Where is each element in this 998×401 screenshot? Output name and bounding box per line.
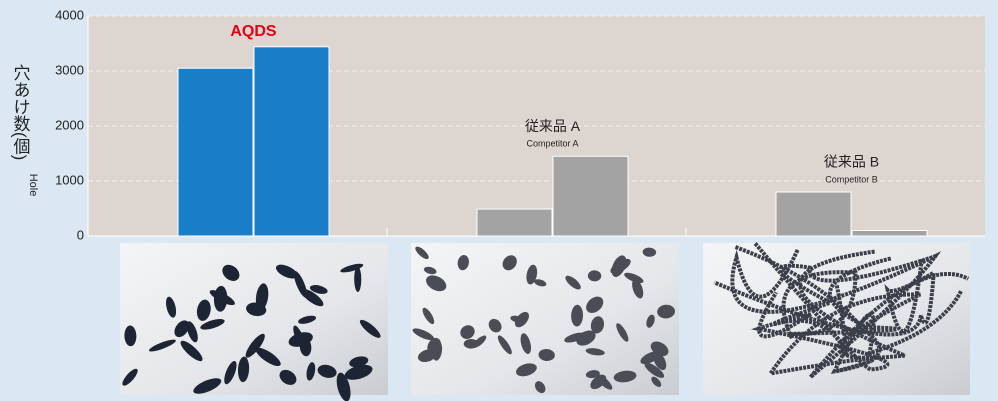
chip <box>488 318 502 333</box>
category-sublabel: Competitor B <box>825 174 878 184</box>
chip <box>585 348 605 356</box>
chip <box>174 320 190 338</box>
chip <box>463 338 479 349</box>
bar <box>552 155 629 237</box>
chip <box>510 315 524 323</box>
chip <box>245 333 265 358</box>
y-tick-label: 3000 <box>55 62 84 77</box>
chip <box>564 332 586 343</box>
chip <box>415 246 429 260</box>
chip-string <box>734 245 964 374</box>
y-axis-label: 穴あけ数(個) <box>11 64 31 160</box>
chip <box>520 333 532 354</box>
chip <box>148 339 176 352</box>
photo <box>411 243 679 395</box>
bar <box>775 191 852 237</box>
chip <box>624 272 644 284</box>
y-tick-label: 1000 <box>55 172 84 187</box>
chip <box>632 279 644 299</box>
chip <box>200 319 225 330</box>
chip-string <box>713 259 936 337</box>
chip <box>344 364 373 380</box>
chip <box>255 347 281 367</box>
chip <box>412 328 435 341</box>
chip <box>186 321 198 343</box>
chip-string <box>757 253 938 339</box>
chip <box>586 296 604 313</box>
chip <box>534 279 547 287</box>
chip <box>422 307 435 325</box>
chip <box>616 323 629 342</box>
chip <box>196 299 211 321</box>
y-tick-label: 0 <box>77 227 84 242</box>
chip <box>515 363 537 377</box>
chip <box>309 285 328 294</box>
chip <box>279 369 297 385</box>
chip <box>317 364 337 378</box>
chip <box>222 264 240 281</box>
chip <box>224 361 237 385</box>
chip <box>213 285 228 312</box>
chip <box>610 258 631 274</box>
chip <box>423 266 437 275</box>
chip <box>657 304 675 319</box>
chip <box>340 263 364 273</box>
chip <box>497 335 512 355</box>
category-label: 従来品 A <box>525 118 581 134</box>
category-label: AQDS <box>230 23 277 40</box>
chip <box>457 255 469 271</box>
y-axis-label-en: Hole <box>27 174 39 197</box>
category-label: 従来品 B <box>824 154 879 170</box>
chip <box>432 341 443 361</box>
chip <box>526 264 538 285</box>
chip <box>193 378 222 394</box>
photos <box>120 242 970 401</box>
chip <box>642 247 657 257</box>
chip <box>180 340 203 362</box>
chip-string <box>766 249 922 377</box>
chip <box>124 325 137 347</box>
chip <box>538 348 555 361</box>
chip <box>275 264 298 279</box>
chip <box>349 356 369 368</box>
chip <box>644 362 665 378</box>
chip <box>590 316 605 334</box>
bar <box>851 230 928 237</box>
chip <box>653 351 667 371</box>
chip <box>534 381 546 394</box>
chip <box>460 325 475 339</box>
chip <box>288 332 313 347</box>
chip <box>590 374 607 390</box>
chip <box>571 304 583 327</box>
chip <box>585 370 600 379</box>
y-tick-label: 4000 <box>55 7 84 22</box>
chip <box>587 270 602 282</box>
chip <box>122 368 138 386</box>
chip <box>306 362 316 381</box>
chip <box>651 376 662 388</box>
bar <box>177 67 254 237</box>
chip <box>298 315 317 324</box>
chip <box>354 266 362 293</box>
chip <box>650 341 669 357</box>
chip <box>166 296 177 318</box>
chip <box>237 356 250 383</box>
category-sublabel: Competitor A <box>526 139 578 149</box>
chip <box>336 372 351 401</box>
bar <box>253 46 330 237</box>
chip <box>502 255 517 271</box>
y-tick-label: 2000 <box>55 117 84 132</box>
chip <box>246 302 267 317</box>
chip <box>359 319 381 338</box>
chip <box>613 370 637 383</box>
chip <box>301 288 324 307</box>
chip <box>646 314 655 328</box>
chip <box>426 275 447 292</box>
chip <box>565 275 581 290</box>
bar <box>476 208 553 237</box>
